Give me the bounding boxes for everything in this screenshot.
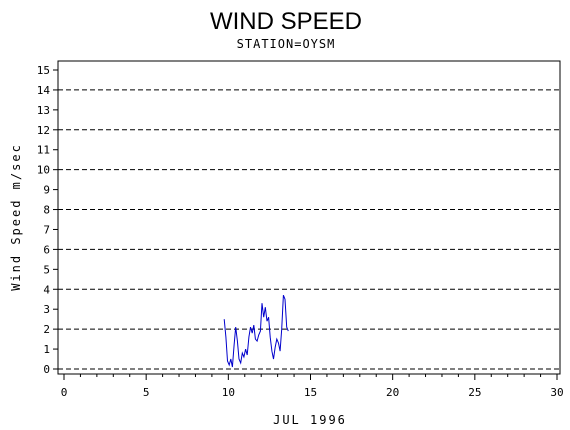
x-tick-label: 30	[550, 386, 563, 399]
y-tick-label: 10	[37, 164, 50, 177]
y-tick-label: 7	[43, 223, 50, 236]
plot-frame	[57, 60, 561, 375]
x-tick-label: 10	[222, 386, 235, 399]
y-tick-label: 3	[43, 303, 50, 316]
y-axis-label: Wind Speed m/sec	[9, 143, 23, 291]
y-tick-label: 13	[37, 104, 50, 117]
x-tick-label: 0	[61, 386, 68, 399]
y-tick-label: 4	[43, 283, 50, 296]
x-tick-label: 5	[143, 386, 150, 399]
chart-title: WIND SPEED	[210, 8, 362, 35]
y-tick-label: 1	[43, 343, 50, 356]
x-tick-label: 25	[468, 386, 481, 399]
x-tick-label: 20	[386, 386, 399, 399]
y-tick-label: 0	[43, 363, 50, 376]
y-tick-label: 2	[43, 323, 50, 336]
y-tick-label: 9	[43, 184, 50, 197]
chart-subtitle: STATION=OYSM	[237, 37, 336, 51]
x-axis: 0 5 10 15 20 25 30	[61, 374, 564, 399]
y-tick-label: 5	[43, 263, 50, 276]
wind-speed-series-line	[223, 295, 289, 368]
gridlines	[58, 89, 560, 370]
y-tick-label: 14	[37, 84, 51, 97]
y-tick-label: 6	[43, 243, 50, 256]
y-tick-label: 8	[43, 204, 50, 217]
x-axis-label: JUL 1996	[273, 413, 347, 427]
y-tick-label: 11	[37, 144, 50, 157]
y-tick-label: 12	[37, 124, 50, 137]
y-tick-label: 15	[37, 64, 50, 77]
x-tick-label: 15	[304, 386, 317, 399]
